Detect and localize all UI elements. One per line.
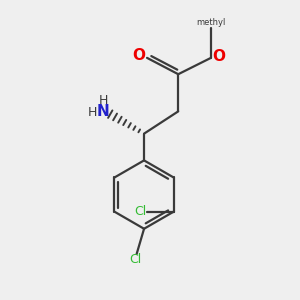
- Text: Cl: Cl: [134, 205, 146, 218]
- Text: H: H: [98, 94, 108, 106]
- Text: O: O: [132, 48, 145, 63]
- Text: N: N: [97, 104, 110, 119]
- Text: methyl: methyl: [196, 18, 226, 27]
- Text: H: H: [87, 106, 97, 119]
- Text: Cl: Cl: [129, 254, 141, 266]
- Text: O: O: [212, 49, 225, 64]
